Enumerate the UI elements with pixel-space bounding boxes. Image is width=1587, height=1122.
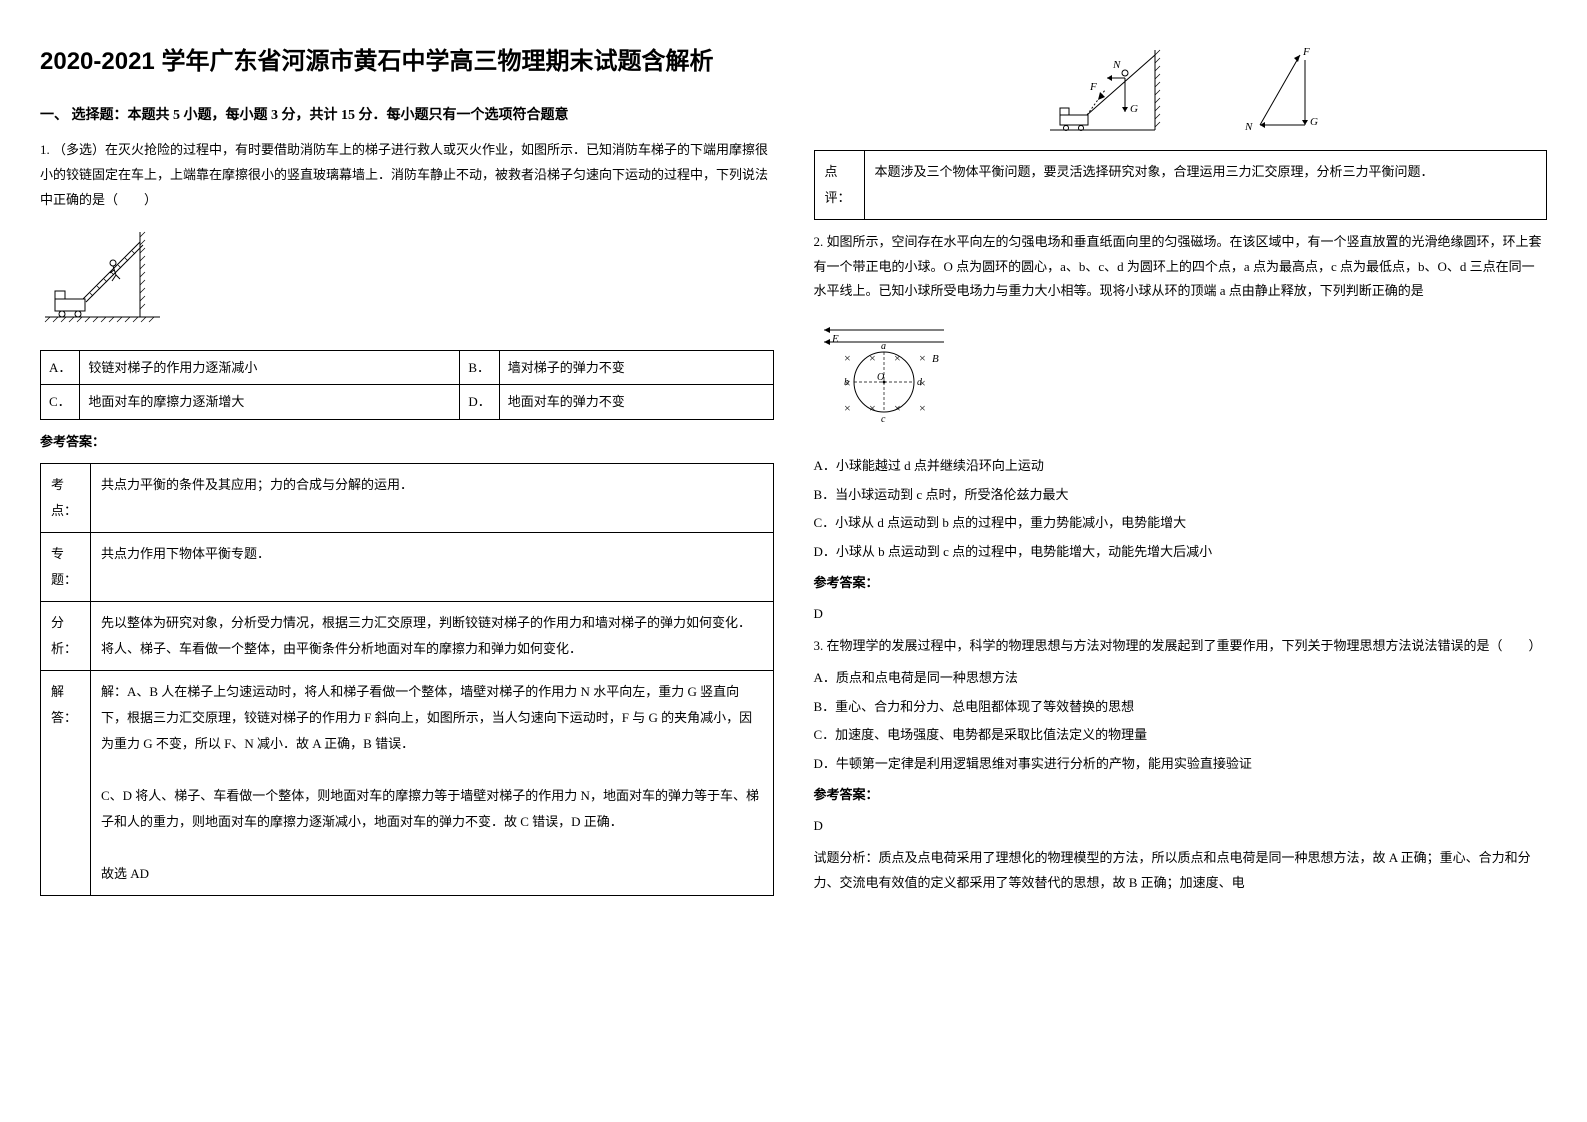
ladder-icon	[40, 227, 170, 327]
svg-text:×: ×	[919, 401, 926, 415]
svg-text:a: a	[881, 341, 886, 352]
jieda-label: 解答：	[41, 671, 91, 896]
option-c-label: C．	[41, 385, 80, 419]
option-d-label: D．	[460, 385, 499, 419]
q3-option-a: A．质点和点电荷是同一种思想方法	[814, 666, 1548, 689]
zhuanti-text: 共点力作用下物体平衡专题．	[91, 533, 774, 602]
left-column: 2020-2021 学年广东省河源市黄石中学高三物理期末试题含解析 一、 选择题…	[40, 40, 774, 906]
svg-text:b: b	[844, 377, 849, 388]
q3-option-b: B．重心、合力和分力、总电阻都体现了等效替换的思想	[814, 695, 1548, 718]
table-row: 解答： 解：A、B 人在梯子上匀速运动时，将人和梯子看做一个整体，墙壁对梯子的作…	[41, 671, 774, 896]
option-c-text: 地面对车的摩擦力逐渐增大	[80, 385, 460, 419]
q2-answer-header: 参考答案：	[814, 571, 1548, 594]
jieda-p3: 故选 AD	[101, 861, 763, 887]
q2-option-b: B．当小球运动到 c 点时，所受洛伦兹力最大	[814, 483, 1548, 506]
zhuanti-label: 专题：	[41, 533, 91, 602]
svg-text:×: ×	[844, 351, 851, 365]
dianping-text: 本题涉及三个物体平衡问题，要灵活选择研究对象，合理运用三力汇交原理，分析三力平衡…	[864, 151, 1547, 220]
table-row: 分析： 先以整体为研究对象，分析受力情况，根据三力汇交原理，判断铰链对梯子的作用…	[41, 602, 774, 671]
jieda-content: 解：A、B 人在梯子上匀速运动时，将人和梯子看做一个整体，墙壁对梯子的作用力 N…	[91, 671, 774, 896]
q3-option-d: D．牛顿第一定律是利用逻辑思维对事实进行分析的产物，能用实验直接验证	[814, 752, 1548, 775]
q1-figure	[40, 227, 774, 334]
kaodian-text: 共点力平衡的条件及其应用；力的合成与分解的运用．	[91, 464, 774, 533]
q2-answer: D	[814, 602, 1548, 625]
table-row: C． 地面对车的摩擦力逐渐增大 D． 地面对车的弹力不变	[41, 385, 774, 419]
q2-option-c: C．小球从 d 点运动到 b 点的过程中，重力势能减小，电势能增大	[814, 511, 1548, 534]
svg-text:F: F	[1089, 81, 1097, 93]
q1-answer-header: 参考答案：	[40, 430, 774, 453]
table-row: 专题： 共点力作用下物体平衡专题．	[41, 533, 774, 602]
option-a-text: 铰链对梯子的作用力逐渐减小	[80, 350, 460, 384]
svg-text:F: F	[1302, 46, 1310, 58]
section-heading: 一、 选择题：本题共 5 小题，每小题 3 分，共计 15 分．每小题只有一个选…	[40, 103, 774, 128]
option-a-label: A．	[41, 350, 80, 384]
svg-text:G: G	[1310, 116, 1318, 128]
svg-text:c: c	[881, 414, 886, 425]
q3-answer-header: 参考答案：	[814, 783, 1548, 806]
q1-stem: 1. （多选）在灭火抢险的过程中，有时要借助消防车上的梯子进行救人或灭火作业，如…	[40, 138, 774, 212]
svg-text:G: G	[1130, 103, 1138, 115]
jieda-p2: C、D 将人、梯子、车看做一个整体，则地面对车的摩擦力等于墙壁对梯子的作用力 N…	[101, 783, 763, 835]
exam-title: 2020-2021 学年广东省河源市黄石中学高三物理期末试题含解析	[40, 40, 774, 83]
kaodian-label: 考点：	[41, 464, 91, 533]
dianping-table: 点评： 本题涉及三个物体平衡问题，要灵活选择研究对象，合理运用三力汇交原理，分析…	[814, 150, 1548, 220]
q2-option-d: D．小球从 b 点运动到 c 点的过程中，电势能增大，动能先增大后减小	[814, 540, 1548, 563]
fenxi-label: 分析：	[41, 602, 91, 671]
q3-analysis: 试题分析：质点及点电荷采用了理想化的物理模型的方法，所以质点和点电荷是同一种思想…	[814, 846, 1548, 895]
right-column: N F G F N	[814, 40, 1548, 906]
svg-text:E: E	[831, 333, 839, 345]
table-row: 考点： 共点力平衡的条件及其应用；力的合成与分解的运用．	[41, 464, 774, 533]
fenxi-text: 先以整体为研究对象，分析受力情况，根据三力汇交原理，判断铰链对梯子的作用力和墙对…	[91, 602, 774, 671]
q1-options-table: A． 铰链对梯子的作用力逐渐减小 B． 墙对梯子的弹力不变 C． 地面对车的摩擦…	[40, 350, 774, 420]
q1-analysis-table: 考点： 共点力平衡的条件及其应用；力的合成与分解的运用． 专题： 共点力作用下物…	[40, 463, 774, 896]
svg-text:×: ×	[894, 351, 901, 365]
force-diagram-1-icon: N F G	[1035, 40, 1185, 140]
svg-text:N: N	[1244, 121, 1253, 133]
svg-text:×: ×	[919, 351, 926, 365]
q3-stem: 3. 在物理学的发展过程中，科学的物理思想与方法对物理的发展起到了重要作用，下列…	[814, 634, 1548, 659]
option-d-text: 地面对车的弹力不变	[499, 385, 773, 419]
option-b-text: 墙对梯子的弹力不变	[499, 350, 773, 384]
table-row: A． 铰链对梯子的作用力逐渐减小 B． 墙对梯子的弹力不变	[41, 350, 774, 384]
jieda-p1: 解：A、B 人在梯子上匀速运动时，将人和梯子看做一个整体，墙壁对梯子的作用力 N…	[101, 679, 763, 757]
page-container: 2020-2021 学年广东省河源市黄石中学高三物理期末试题含解析 一、 选择题…	[40, 40, 1547, 906]
svg-text:×: ×	[844, 401, 851, 415]
dianping-label: 点评：	[814, 151, 864, 220]
q2-diagram-icon: E × × × × × × × × × × B a b c d O	[814, 322, 954, 432]
table-row: 点评： 本题涉及三个物体平衡问题，要灵活选择研究对象，合理运用三力汇交原理，分析…	[814, 151, 1547, 220]
q2-option-a: A．小球能越过 d 点并继续沿环向上运动	[814, 454, 1548, 477]
svg-text:N: N	[1112, 59, 1121, 71]
force-diagram-2-icon: F N G	[1215, 40, 1325, 140]
force-diagrams: N F G F N	[814, 40, 1548, 140]
q3-option-c: C．加速度、电场强度、电势都是采取比值法定义的物理量	[814, 723, 1548, 746]
q3-answer: D	[814, 814, 1548, 837]
option-b-label: B．	[460, 350, 499, 384]
svg-text:B: B	[932, 353, 939, 365]
q2-stem: 2. 如图所示，空间存在水平向左的匀强电场和垂直纸面向里的匀强磁场。在该区域中，…	[814, 230, 1548, 304]
